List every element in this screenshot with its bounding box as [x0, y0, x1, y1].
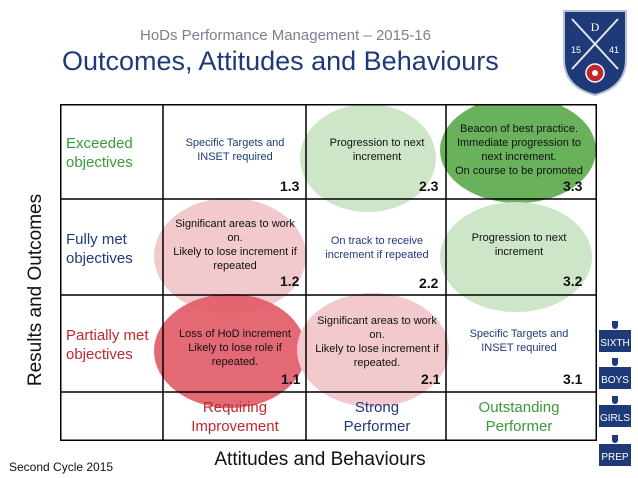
slide-title: Outcomes, Attitudes and Behaviours: [62, 46, 499, 76]
crest-letter: D: [591, 20, 600, 34]
cell-1-2-number: 1.2: [280, 273, 300, 289]
cell-3-3-circle: [440, 104, 596, 203]
cell-2-3-circle: [300, 104, 436, 212]
cell-2-3-number: 2.3: [419, 178, 439, 194]
cell-1-3-text: Specific Targets and INSET required: [185, 137, 285, 163]
cell-3-2-text: Progression to next increment: [471, 232, 567, 258]
badge-prep: PREP: [599, 434, 631, 466]
badge-girls: GIRLS: [599, 395, 631, 427]
row-label-exceeded: Exceeded objectives: [66, 135, 133, 171]
column-label-outstanding-performer: Outstanding Performer: [478, 399, 560, 435]
cell-1-1-number: 1.1: [281, 371, 301, 387]
cycle-label: Second Cycle 2015: [9, 460, 114, 474]
cell-2-1-number: 2.1: [421, 371, 441, 387]
cell-1-3-number: 1.3: [280, 178, 300, 194]
crest-left-number: 15: [571, 45, 581, 55]
subtitle: HoDs Performance Management – 2015-16: [140, 27, 431, 44]
cell-1-1-circle: [154, 294, 306, 408]
column-label-requiring-improvement: Requiring Improvement: [191, 399, 279, 435]
cell-2-2-number: 2.2: [419, 275, 439, 291]
cell-3-3-number: 3.3: [563, 178, 583, 194]
performance-matrix: [60, 104, 597, 441]
badge-boys: BOYS: [599, 357, 631, 389]
cell-2-1-text: Significant areas to work on. Likely to lo…: [315, 315, 439, 369]
row-label-partially-met: Partially met objectives: [66, 327, 149, 363]
school-crest-logo: D 15 41: [563, 10, 627, 97]
column-label-strong-performer: Strong Performer: [343, 399, 411, 435]
cell-3-2-circle: [440, 202, 592, 312]
cell-3-1-text: Specific Targets and INSET required: [469, 328, 569, 354]
x-axis-title: Attitudes and Behaviours: [214, 449, 426, 470]
cell-1-1-text: Loss of HoD increment Likely to lose role…: [179, 328, 291, 368]
cell-3-2-number: 3.2: [563, 273, 583, 289]
cell-3-3-text: Beacon of best practice. Immediate progre…: [455, 123, 583, 177]
cell-1-2-circle: [154, 198, 306, 314]
cell-2-3-text: Progression to next increment: [329, 137, 425, 163]
cell-2-1-circle: [297, 293, 449, 407]
cell-3-1-number: 3.1: [563, 371, 583, 387]
cell-1-2-text: Significant areas to work on. Likely to lo…: [173, 218, 297, 272]
crest-right-number: 41: [609, 45, 619, 55]
row-label-fully-met: Fully met objectives: [66, 231, 133, 267]
badge-sixth: SIXTH: [599, 320, 631, 352]
cell-2-2-text: On track to receive increment if repeated: [325, 235, 429, 261]
